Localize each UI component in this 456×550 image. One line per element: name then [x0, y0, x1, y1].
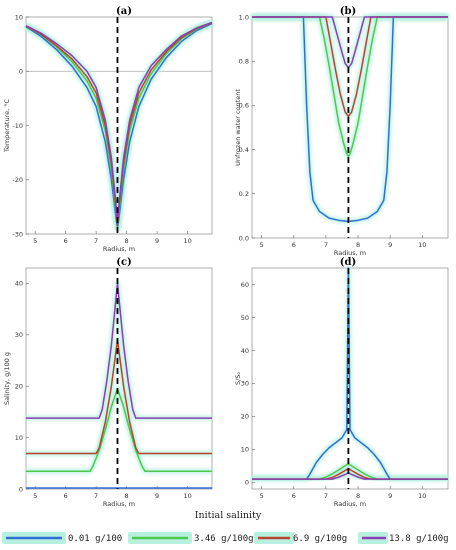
y-tick-label: 0.0 [239, 234, 249, 242]
y-tick-label: 0 [19, 68, 23, 76]
series-line [25, 21, 213, 226]
y-tick-label: 10 [241, 446, 249, 454]
legend-label: 13.8 g/100g [389, 534, 449, 544]
panel-b-title: (b) [340, 6, 356, 17]
series-line [252, 16, 448, 223]
x-tick-label: 10 [418, 492, 426, 500]
series-line [25, 22, 213, 227]
legend-label: 0.01 g/100 g [68, 534, 133, 544]
x-tick-label: 7 [94, 237, 98, 245]
series-glow [252, 14, 448, 71]
legend-label: 3.46 g/100g [194, 534, 254, 544]
y-tick-label: 0 [19, 485, 23, 493]
y-tick-label: 1.0 [239, 13, 249, 21]
x-tick-label: 5 [260, 241, 264, 249]
legend-item: 0.01 g/100 g [2, 532, 133, 544]
legend-item: 6.9 g/100g [254, 532, 347, 544]
series-glow [26, 386, 212, 474]
x-tick-label: 5 [33, 237, 37, 245]
panel-a-title: (a) [116, 6, 132, 17]
y-axis-label: Temperature, °C [3, 98, 11, 153]
panel-b: (b) 5 6 7 8 9 10 0.0 0.2 0.4 0.6 0.8 1.0 Radius, m Un… [234, 6, 449, 257]
panel-c: (c) 5 6 7 8 9 10 0 10 20 30 40 Radius, m Salinity, g… [3, 257, 213, 508]
y-tick-label: 30 [15, 331, 23, 339]
x-tick-label: 10 [183, 237, 191, 245]
x-tick-label: 8 [356, 241, 360, 249]
panel-b-plot: 5 6 7 8 9 10 0.0 0.2 0.4 0.6 0.8 1.0 Radius, m Unfroz… [234, 13, 449, 257]
x-tick-label: 9 [388, 492, 392, 500]
panel-a: (a) 5 6 7 8 9 10 -30 -20 -10 0 10 Radius, m Temperat… [3, 6, 214, 253]
y-tick-label: 0.4 [239, 146, 249, 154]
x-tick-label: 10 [183, 492, 191, 500]
x-tick-label: 9 [388, 241, 392, 249]
panel-c-plot: 5 6 7 8 9 10 0 10 20 30 40 Radius, m Salinity, g/100… [3, 267, 213, 508]
y-tick-label: 0 [245, 479, 249, 487]
panel-d-plot: 5 6 7 8 9 10 0 10 20 30 40 50 60 Radius, m S/S₀ [234, 265, 449, 508]
y-tick-label: -20 [12, 176, 23, 184]
x-tick-label: 8 [125, 237, 129, 245]
panel-c-title: (c) [116, 257, 132, 268]
legend-item: 13.8 g/100g [358, 532, 449, 544]
series-line [26, 388, 212, 472]
legend-item: 3.46 g/100g [128, 532, 254, 544]
x-tick-label: 6 [292, 492, 296, 500]
x-tick-label: 7 [324, 241, 328, 249]
y-tick-label: 40 [15, 280, 23, 288]
series-line [252, 16, 448, 118]
x-tick-label: 7 [94, 492, 98, 500]
series-glow [252, 14, 448, 159]
y-tick-label: 60 [241, 281, 249, 289]
y-tick-label: 0.8 [239, 58, 249, 66]
x-tick-label: 7 [324, 492, 328, 500]
y-tick-label: -30 [12, 230, 23, 238]
series-glow [24, 20, 213, 228]
y-tick-label: 50 [241, 314, 249, 322]
y-tick-label: 10 [15, 434, 23, 442]
x-tick-label: 10 [418, 241, 426, 249]
y-tick-label: -10 [12, 122, 23, 130]
x-tick-label: 9 [155, 237, 159, 245]
x-tick-label: 6 [64, 492, 68, 500]
y-tick-label: 0.2 [239, 190, 249, 198]
legend-title: Initial salinity [195, 510, 262, 521]
x-tick-label: 8 [356, 492, 360, 500]
x-axis-label: Radius, m [334, 249, 366, 257]
legend: Initial salinity 0.01 g/100 g 3.46 g/100… [2, 510, 449, 544]
y-tick-label: 20 [15, 383, 23, 391]
x-tick-label: 5 [33, 492, 37, 500]
series-glow [252, 14, 448, 224]
y-axis-label: Unfrozen water content [234, 89, 242, 166]
y-axis-label: S/S₀ [234, 372, 242, 385]
y-tick-label: 0.6 [239, 102, 249, 110]
x-tick-label: 6 [292, 241, 296, 249]
y-axis-label: Salinity, g/100 g [3, 352, 11, 405]
x-tick-label: 8 [125, 492, 129, 500]
panel-d-title: (d) [340, 257, 356, 268]
legend-label: 6.9 g/100g [293, 534, 347, 544]
panel-d: (d) 5 6 7 8 9 10 0 10 20 30 40 50 60 Radius, m S/S₀ [234, 257, 449, 508]
x-tick-label: 5 [260, 492, 264, 500]
y-tick-label: 40 [241, 347, 249, 355]
y-tick-label: 20 [241, 413, 249, 421]
panel-a-plot: 5 6 7 8 9 10 -30 -20 -10 0 10 Radius, m Temperature,… [3, 13, 214, 253]
plot-frame [251, 16, 449, 239]
y-tick-label: 10 [15, 13, 23, 21]
x-tick-label: 9 [155, 492, 159, 500]
x-tick-label: 6 [64, 237, 68, 245]
x-axis-label: Radius, m [103, 245, 135, 253]
y-tick-label: 30 [241, 380, 249, 388]
x-axis-label: Radius, m [103, 500, 135, 508]
x-axis-label: Radius, m [334, 500, 366, 508]
series-line [252, 16, 448, 157]
